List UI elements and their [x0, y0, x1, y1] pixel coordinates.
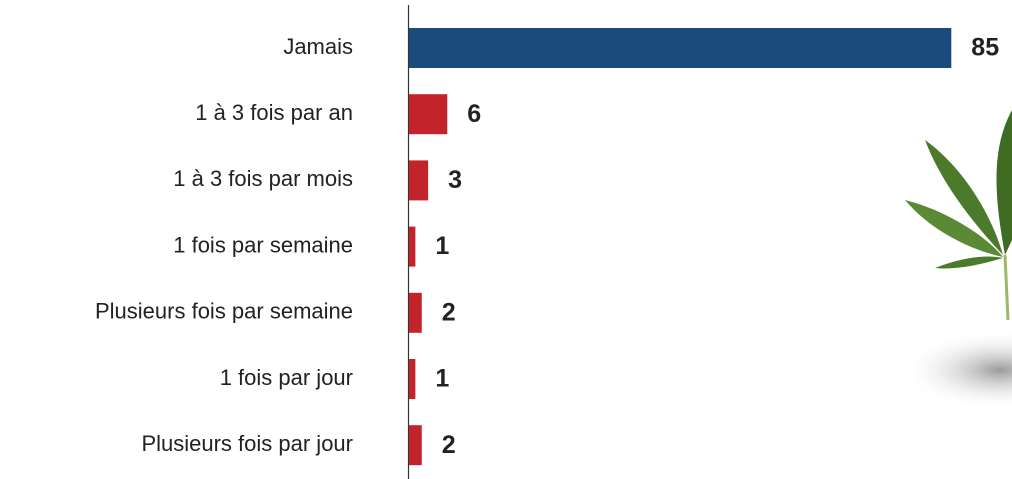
category-label: 1 fois par semaine — [173, 232, 353, 257]
category-label: 1 à 3 fois par mois — [173, 166, 353, 191]
value-label: 1 — [435, 232, 449, 260]
bar — [409, 94, 447, 134]
value-label: 6 — [467, 100, 481, 128]
leaf-illustration — [900, 110, 1012, 410]
bar — [409, 359, 415, 399]
category-label: Jamais — [283, 34, 353, 59]
chart: Jamais 85 1 à 3 fois par an 6 1 à 3 fois par… — [0, 0, 1012, 479]
bar — [409, 227, 415, 267]
value-label: 3 — [448, 166, 462, 194]
bar — [409, 425, 422, 465]
value-label: 85 — [971, 34, 999, 62]
page: {"chart_data": {"type": "bar", "orientat… — [0, 0, 1012, 479]
category-label: 1 fois par jour — [220, 365, 353, 390]
bar — [409, 293, 422, 333]
value-label: 1 — [435, 365, 449, 393]
value-label: 2 — [442, 298, 456, 326]
category-label: Plusieurs fois par jour — [141, 431, 353, 456]
category-label: 1 à 3 fois par an — [195, 100, 353, 125]
bar — [409, 28, 951, 68]
bar — [409, 160, 428, 200]
category-label: Plusieurs fois par semaine — [95, 299, 353, 324]
value-label: 2 — [442, 431, 456, 459]
